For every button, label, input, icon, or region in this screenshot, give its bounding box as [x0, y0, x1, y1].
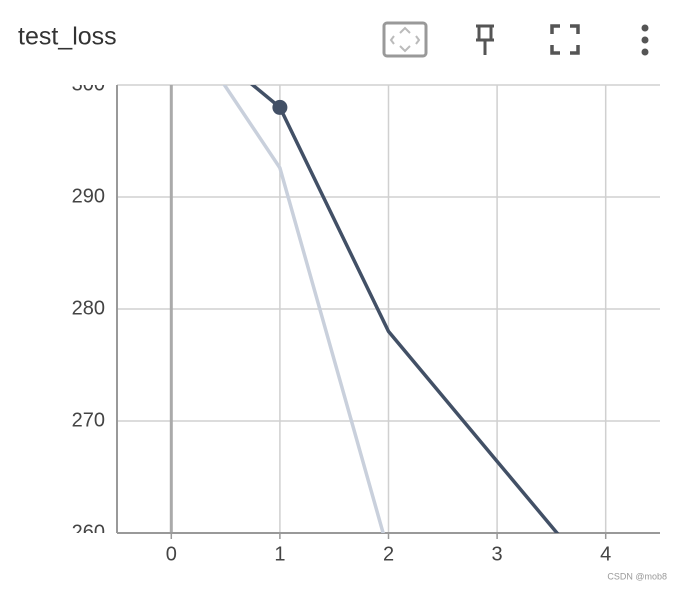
chart-title: test_loss: [18, 23, 117, 51]
y-tick-label: 280: [72, 297, 105, 319]
fullscreen-button[interactable]: [550, 24, 580, 55]
series-line: [250, 85, 560, 533]
x-tick-label: 1: [274, 543, 285, 565]
y-tick-label: 290: [72, 185, 105, 207]
hover-point: [272, 99, 288, 115]
y-tick-label: 260: [72, 521, 105, 543]
y-tick-label: 270: [72, 409, 105, 431]
x-tick-label: 2: [383, 543, 394, 565]
series-line: [222, 85, 385, 533]
fit-domain-button[interactable]: [382, 21, 428, 58]
watermark: CSDN @mob8: [607, 571, 667, 581]
fit-icon: [389, 26, 421, 53]
x-tick-label: 3: [492, 543, 503, 565]
toolbar: [382, 21, 649, 58]
y-tick-label: 300: [72, 73, 105, 95]
x-tick-label: 0: [166, 543, 177, 565]
pin-button[interactable]: [476, 24, 494, 55]
x-tick-label: 4: [600, 543, 611, 565]
more-button[interactable]: [641, 24, 649, 56]
